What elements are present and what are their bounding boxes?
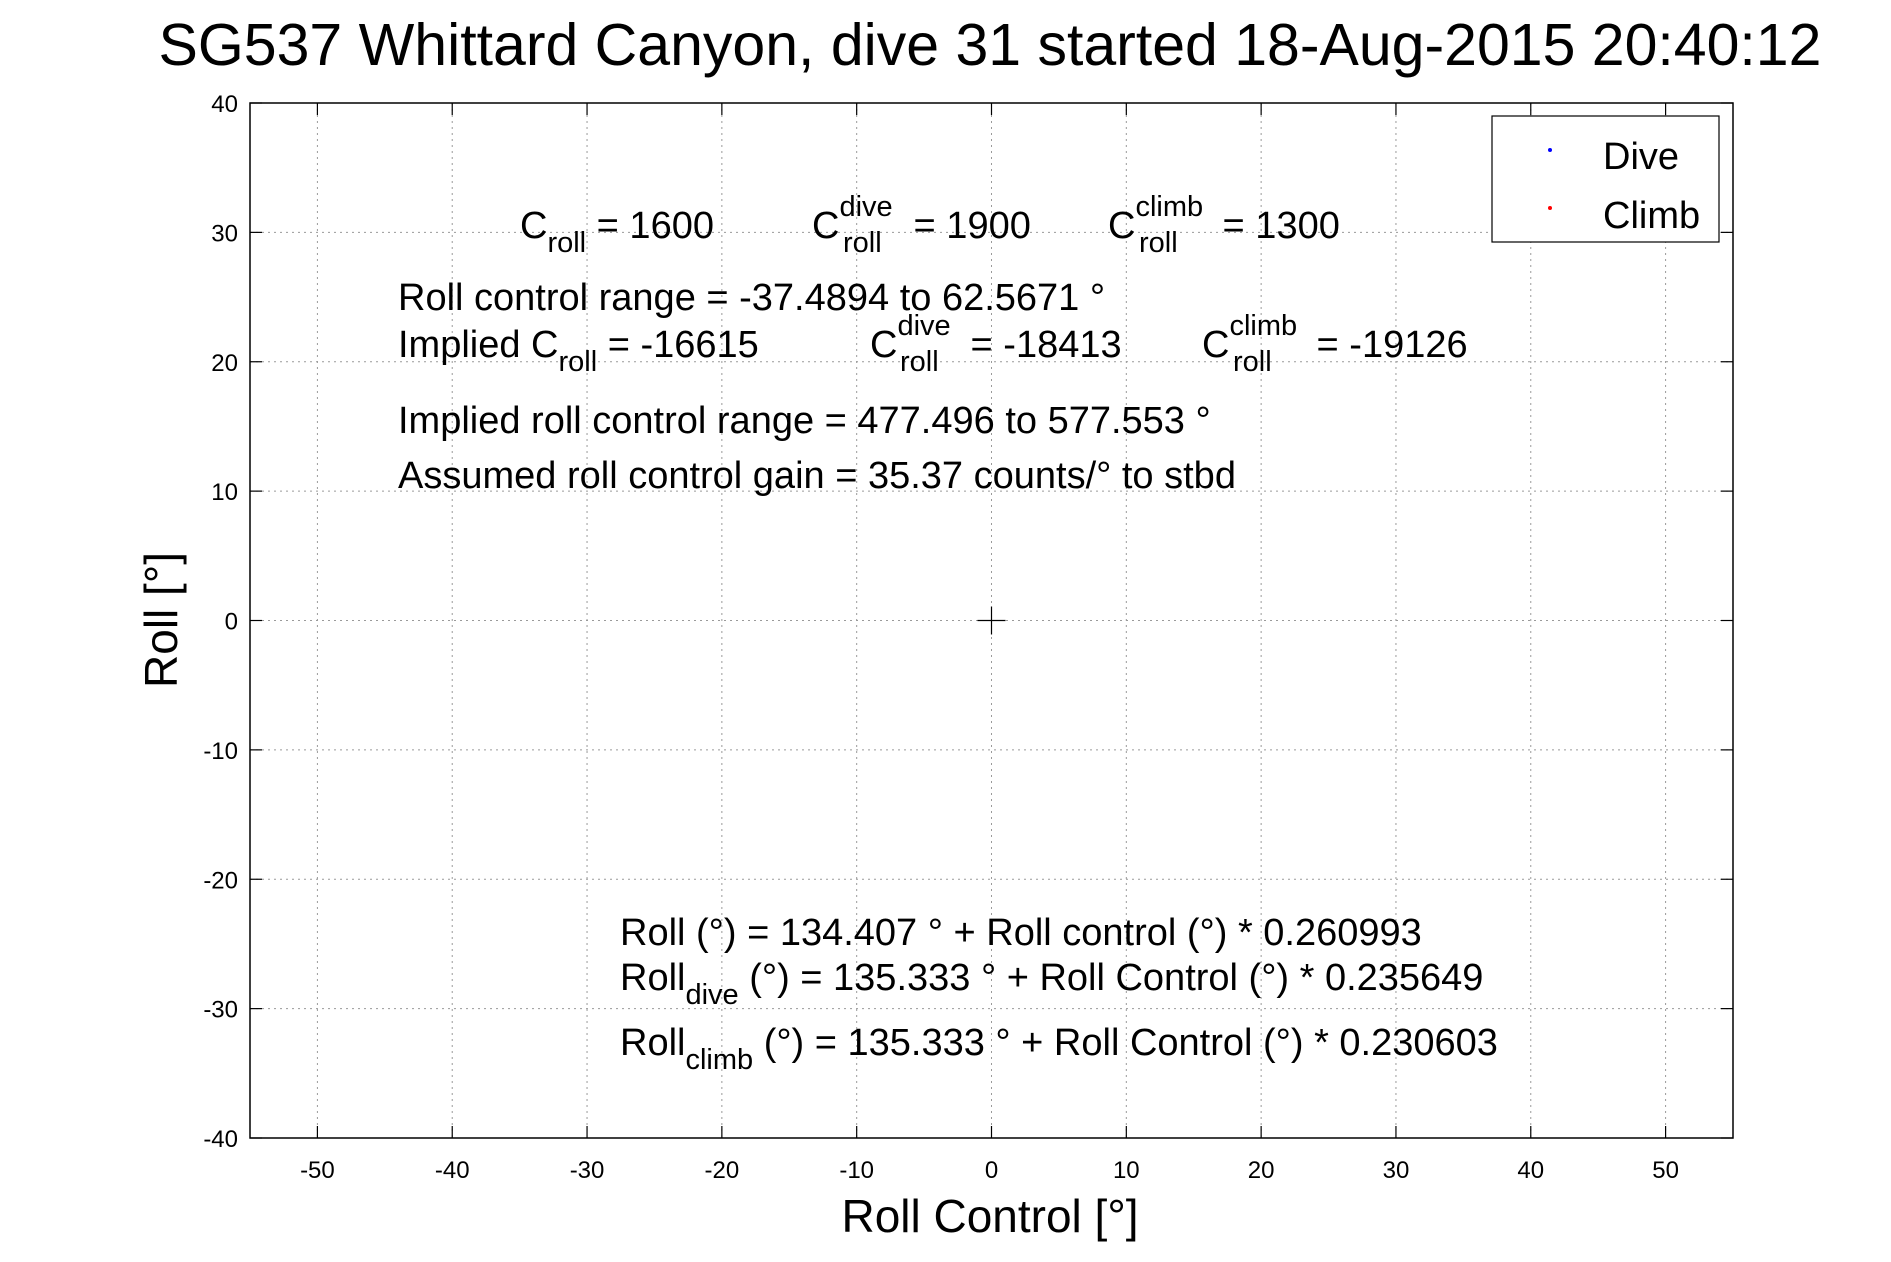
legend: Dive Climb	[1491, 115, 1720, 243]
y-tick-label: -40	[203, 1126, 238, 1153]
annotation-c-roll-climb: Cclimb roll = 1300	[1108, 191, 1340, 259]
x-tick-label: -30	[570, 1157, 605, 1184]
c-roll-base: C	[520, 205, 547, 247]
c-roll-value: = 1600	[586, 205, 714, 247]
annotation-fit-dive: Rolldive (°) = 135.333 ° + Roll Control …	[620, 957, 1483, 1011]
implied-c-climb-sup: climb	[1229, 310, 1297, 342]
c-roll-dive-value: = 1900	[903, 205, 1031, 247]
annotation-implied-c-roll: Implied Croll = -16615	[398, 324, 759, 378]
x-tick-label: 10	[1113, 1157, 1140, 1184]
c-roll-dive-base: C	[812, 205, 839, 247]
implied-c-climb-sub: roll	[1233, 346, 1272, 378]
x-tick-label: -10	[839, 1157, 874, 1184]
annotation-implied-range: Implied roll control range = 477.496 to …	[398, 400, 1211, 442]
y-tick-label: -10	[203, 738, 238, 765]
fit-climb-value: (°) = 135.333 ° + Roll Control (°) * 0.2…	[753, 1022, 1498, 1064]
legend-climb-label: Climb	[1603, 195, 1700, 237]
legend-climb-marker	[1548, 206, 1552, 210]
data-points	[977, 606, 1006, 635]
y-tick-label: 40	[211, 91, 238, 118]
c-roll-dive-sub: roll	[843, 227, 882, 259]
x-tick-label: 30	[1383, 1157, 1410, 1184]
center-plus-marker	[977, 606, 1006, 635]
legend-box	[1491, 115, 1720, 243]
annotation-implied-c-climb: Cclimb roll = -19126	[1202, 310, 1468, 378]
x-tick-label: -50	[300, 1157, 335, 1184]
implied-c-dive-sub: roll	[900, 346, 939, 378]
x-tick-label: 40	[1517, 1157, 1544, 1184]
annotation-c-roll-dive: Cdive roll = 1900	[812, 191, 1031, 259]
c-roll-climb-base: C	[1108, 205, 1135, 247]
implied-c-roll-base: Implied C	[398, 324, 559, 366]
fit-climb-base: Roll	[620, 1022, 685, 1064]
x-tick-label: 50	[1652, 1157, 1679, 1184]
x-tick-label: -20	[705, 1157, 740, 1184]
fit-dive-sub: dive	[685, 979, 738, 1011]
x-tick-label: 0	[985, 1157, 998, 1184]
y-axis-label: Roll [°]	[135, 552, 187, 688]
legend-dive-label: Dive	[1603, 136, 1679, 178]
annotation-gain: Assumed roll control gain = 35.37 counts…	[398, 455, 1236, 497]
chart-title: SG537 Whittard Canyon, dive 31 started 1…	[159, 12, 1822, 78]
implied-c-roll-value: = -16615	[597, 324, 759, 366]
y-tick-label: 0	[225, 609, 238, 636]
c-roll-climb-value: = 1300	[1212, 205, 1340, 247]
axis-ticks: -50 -40 -30 -20 -10 0 10 20 30 40 50 -40 -30 -20 -10 0 1…	[203, 91, 1733, 1184]
c-roll-dive-sup: dive	[839, 191, 892, 223]
annotation-fit-climb: Rollclimb (°) = 135.333 ° + Roll Control…	[620, 1022, 1498, 1076]
x-tick-label: -40	[435, 1157, 470, 1184]
annotation-roll-control-range: Roll control range = -37.4894 to 62.5671…	[398, 277, 1105, 319]
c-roll-climb-sup: climb	[1135, 191, 1203, 223]
implied-c-roll-sub: roll	[559, 346, 598, 378]
implied-c-dive-sup: dive	[897, 310, 950, 342]
x-tick-label: 20	[1248, 1157, 1275, 1184]
annotation-c-roll: Croll = 1600	[520, 205, 714, 259]
fit-dive-value: (°) = 135.333 ° + Roll Control (°) * 0.2…	[739, 957, 1484, 999]
implied-c-dive-base: C	[870, 324, 897, 366]
implied-c-climb-base: C	[1202, 324, 1229, 366]
x-axis-label: Roll Control [°]	[841, 1190, 1138, 1242]
implied-c-climb-value: = -19126	[1306, 324, 1468, 366]
annotation-fit-all: Roll (°) = 134.407 ° + Roll control (°) …	[620, 912, 1422, 954]
implied-c-dive-value: = -18413	[960, 324, 1122, 366]
annotation-implied-c-dive: Cdive roll = -18413	[870, 310, 1122, 378]
y-tick-label: 10	[211, 479, 238, 506]
c-roll-climb-sub: roll	[1139, 227, 1178, 259]
y-tick-label: -20	[203, 867, 238, 894]
legend-dive-marker	[1548, 148, 1552, 152]
y-tick-label: 30	[211, 220, 238, 247]
fit-dive-base: Roll	[620, 957, 685, 999]
y-tick-label: 20	[211, 350, 238, 377]
c-roll-sub: roll	[547, 227, 586, 259]
fit-climb-sub: climb	[685, 1044, 753, 1076]
y-tick-label: -30	[203, 997, 238, 1024]
